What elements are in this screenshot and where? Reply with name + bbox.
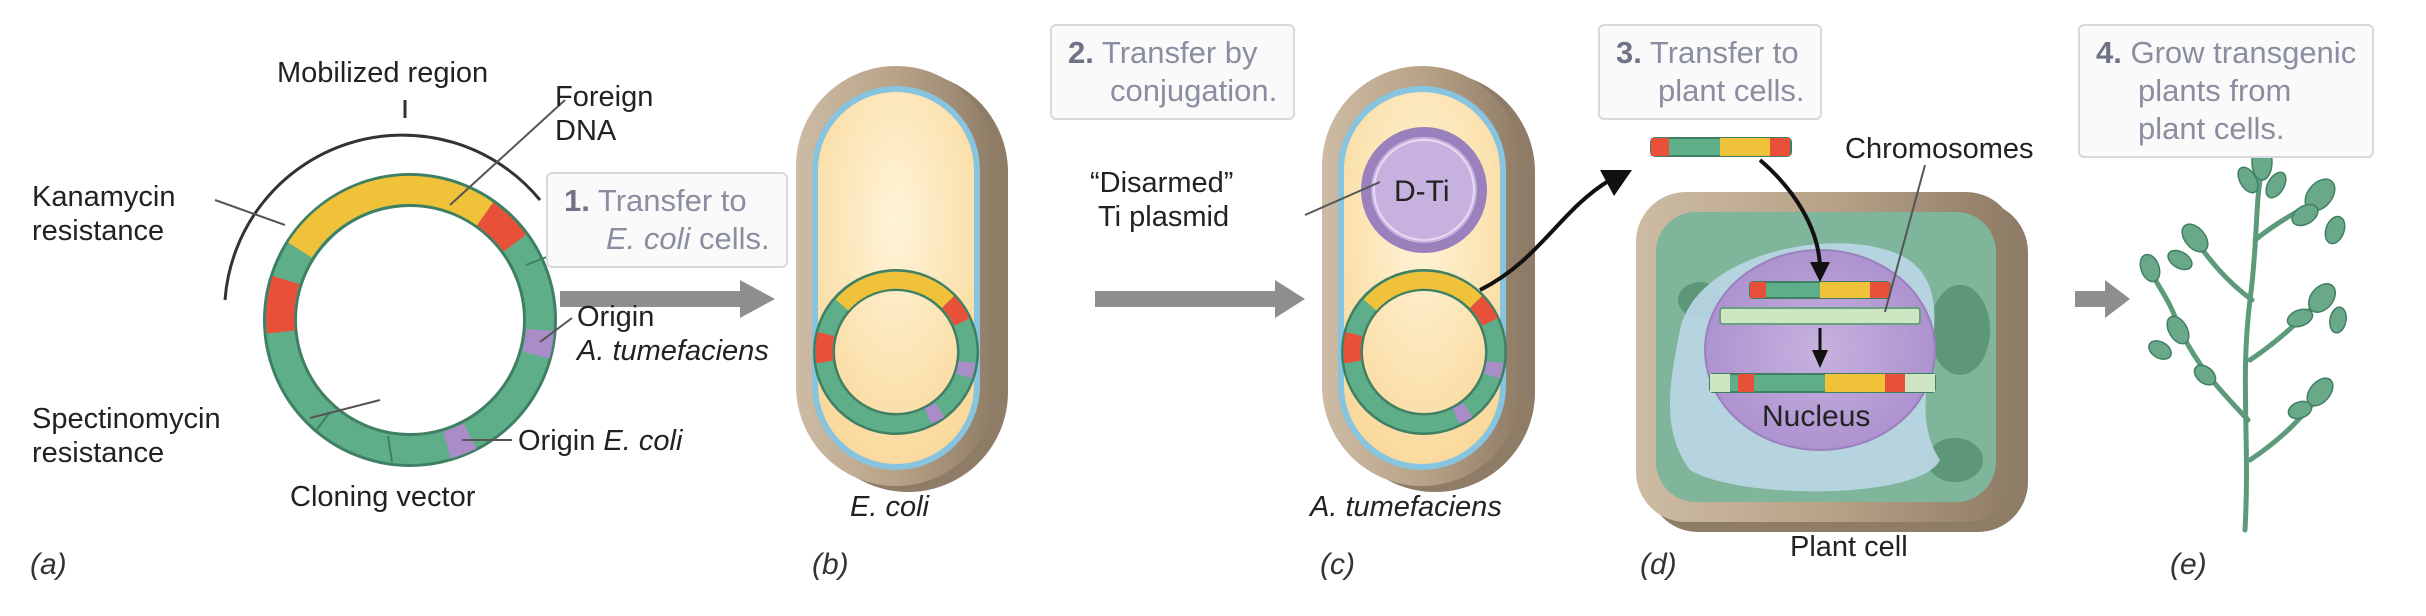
step-2-number: 2. [1068,35,1094,70]
arrow-d-to-e [2075,280,2130,318]
tdna-transfer-arrow [1479,178,1612,292]
step-2-line2: conjugation. [1110,73,1278,108]
step-1-species: E. coli [606,221,691,256]
red-marker-top [476,202,527,252]
disarmed-ti-label-line1: “Disarmed” [1090,167,1234,199]
chromosomes-label: Chromosomes [1845,133,2034,165]
ecoli-cell [796,66,1008,492]
step-1-line1: Transfer to [597,183,747,218]
step-3-number: 3. [1616,35,1642,70]
nucleus-label: Nucleus [1762,400,1871,433]
origin-ecoli-label: Origin E. coli [518,424,682,458]
dti-label: D-Ti [1394,175,1450,208]
origin-ecoli-marker [442,423,477,459]
origin-ecoli-prefix: Origin [518,425,596,457]
step-4-box: 4. Grow transgenic plants from plant cel… [2078,24,2375,158]
step-3-line1: Transfer to [1649,35,1799,70]
step-3-box: 3. Transfer to plant cells. [1598,24,1823,120]
plant-cell-caption: Plant cell [1790,531,1908,563]
origin-ecoli-species: E. coli [603,425,683,457]
step-3-line2: plant cells. [1658,73,1805,108]
origin-agro-marker [522,328,554,359]
agrobacterium-cell [1304,66,1535,492]
step-1-box: 1. Transfer to E. coli cells. [546,172,788,268]
origin-agro-label-line1: Origin [577,301,655,333]
plant-leaves [2139,143,2347,420]
step-4-line2: plants from [2138,73,2292,108]
panel-letter-b: (b) [812,548,849,581]
kanamycin-segment [266,275,300,334]
cloning-vector-plasmid [214,99,573,467]
step-1-line2: cells. [690,221,770,256]
foreign-dna-segment [288,175,494,258]
step-2-line1: Transfer by [1101,35,1258,70]
panel-letter-e: (e) [2170,548,2207,581]
tdna-segment [1650,137,1792,157]
panel-letter-d: (d) [1640,548,1677,581]
ecoli-caption: E. coli [850,491,929,523]
spectinomycin-label-line2: resistance [32,437,165,469]
mobilized-region-bracket [223,133,542,301]
panel-letter-a: (a) [30,548,67,581]
foreign-dna-label-line2: DNA [555,115,617,147]
kanamycin-label-line1: Kanamycin [32,181,176,213]
mobilized-region-label: Mobilized region [277,57,489,89]
arrow-b-to-c [1095,280,1305,318]
cloning-vector-caption: Cloning vector [290,481,476,513]
step-4-line1: Grow transgenic [2130,35,2357,70]
origin-agro-label-line2: A. tumefaciens [577,335,769,367]
spectinomycin-label-line1: Spectinomycin [32,403,221,435]
disarmed-ti-label-line2: Ti plasmid [1098,201,1230,233]
step-1-number: 1. [564,183,590,218]
foreign-dna-label-line1: Foreign [555,81,654,113]
agrobacterium-caption: A. tumefaciens [1310,491,1502,523]
arrow-a-to-b [560,280,775,318]
kanamycin-label-line2: resistance [32,215,165,247]
dti-plasmid [1361,127,1487,253]
step-4-number: 4. [2096,35,2122,70]
step-4-line3: plant cells. [2138,111,2285,146]
panel-letter-c: (c) [1320,548,1355,581]
plant-cell [1636,158,2028,532]
step-2-box: 2. Transfer by conjugation. [1050,24,1296,120]
